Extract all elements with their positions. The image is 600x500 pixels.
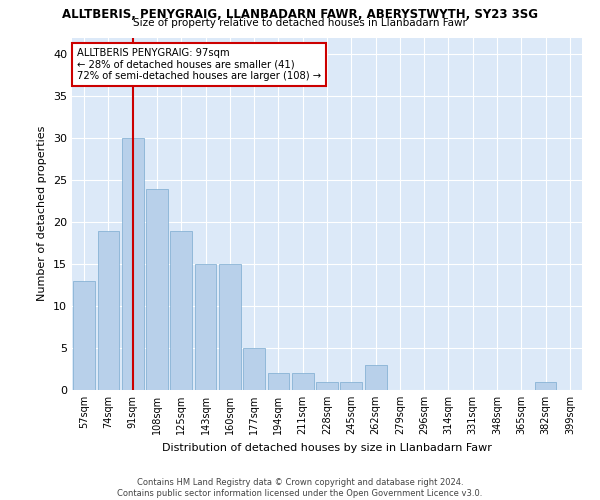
Bar xyxy=(268,373,289,390)
Bar xyxy=(122,138,143,390)
Text: Size of property relative to detached houses in Llanbadarn Fawr: Size of property relative to detached ho… xyxy=(133,18,467,28)
Bar xyxy=(194,264,217,390)
Bar xyxy=(219,264,241,390)
Bar xyxy=(316,382,338,390)
Bar xyxy=(73,281,95,390)
Text: Contains HM Land Registry data © Crown copyright and database right 2024.
Contai: Contains HM Land Registry data © Crown c… xyxy=(118,478,482,498)
Text: ALLTBERIS, PENYGRAIG, LLANBADARN FAWR, ABERYSTWYTH, SY23 3SG: ALLTBERIS, PENYGRAIG, LLANBADARN FAWR, A… xyxy=(62,8,538,20)
Bar xyxy=(340,382,362,390)
Bar xyxy=(535,382,556,390)
Bar xyxy=(365,365,386,390)
Y-axis label: Number of detached properties: Number of detached properties xyxy=(37,126,47,302)
Bar xyxy=(243,348,265,390)
Bar xyxy=(292,373,314,390)
Text: ALLTBERIS PENYGRAIG: 97sqm
← 28% of detached houses are smaller (41)
72% of semi: ALLTBERIS PENYGRAIG: 97sqm ← 28% of deta… xyxy=(77,48,321,82)
Bar xyxy=(146,188,168,390)
X-axis label: Distribution of detached houses by size in Llanbadarn Fawr: Distribution of detached houses by size … xyxy=(162,442,492,452)
Bar xyxy=(170,230,192,390)
Bar xyxy=(97,230,119,390)
